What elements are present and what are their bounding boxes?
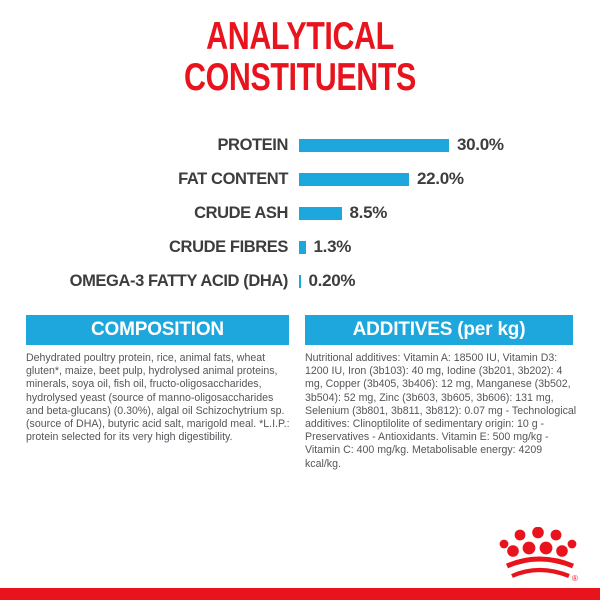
chart-row: CRUDE ASH 8.5% xyxy=(0,196,600,230)
additives-body-text: Nutritional additives: Vitamin A: 18500 … xyxy=(305,352,577,470)
page-title-line2: CONSTITUENTS xyxy=(184,56,416,99)
chart-category-label: CRUDE ASH xyxy=(194,203,288,222)
additives-header: ADDITIVES (per kg) xyxy=(305,315,573,345)
bar-chart: PROTEIN 30.0% FAT CONTENT 22.0% CRUDE ASH 8.5… xyxy=(0,128,600,298)
chart-bar xyxy=(299,138,449,152)
chart-bar xyxy=(299,240,306,254)
composition-header: COMPOSITION xyxy=(26,315,289,345)
chart-category-label: PROTEIN xyxy=(217,135,288,154)
chart-row: FAT CONTENT 22.0% xyxy=(0,162,600,196)
brand-red-footer-strip xyxy=(0,588,600,600)
page-title-line1: ANALYTICAL xyxy=(206,15,394,58)
chart-category-label: FAT CONTENT xyxy=(178,169,288,188)
chart-value-label: 22.0% xyxy=(417,169,464,188)
chart-bar xyxy=(299,274,301,288)
chart-value-label: 30.0% xyxy=(457,135,504,154)
chart-row: CRUDE FIBRES 1.3% xyxy=(0,230,600,264)
chart-bar xyxy=(299,206,342,220)
chart-row: OMEGA-3 FATTY ACID (DHA) 0.20% xyxy=(0,264,600,298)
royal-canin-crown-logo: ® xyxy=(499,527,578,583)
page-title: ANALYTICAL CONSTITUENTS xyxy=(66,16,534,98)
chart-value-label: 0.20% xyxy=(308,271,356,290)
chart-category-label: CRUDE FIBRES xyxy=(169,237,288,256)
chart-value-label: 8.5% xyxy=(349,203,388,222)
chart-category-label: OMEGA-3 FATTY ACID (DHA) xyxy=(69,271,289,290)
composition-body-text: Dehydrated poultry protein, rice, animal… xyxy=(26,352,290,444)
chart-bar xyxy=(299,172,409,186)
registered-trademark-symbol: ® xyxy=(572,574,578,583)
chart-row: PROTEIN 30.0% xyxy=(0,128,600,162)
chart-value-label: 1.3% xyxy=(313,237,352,256)
